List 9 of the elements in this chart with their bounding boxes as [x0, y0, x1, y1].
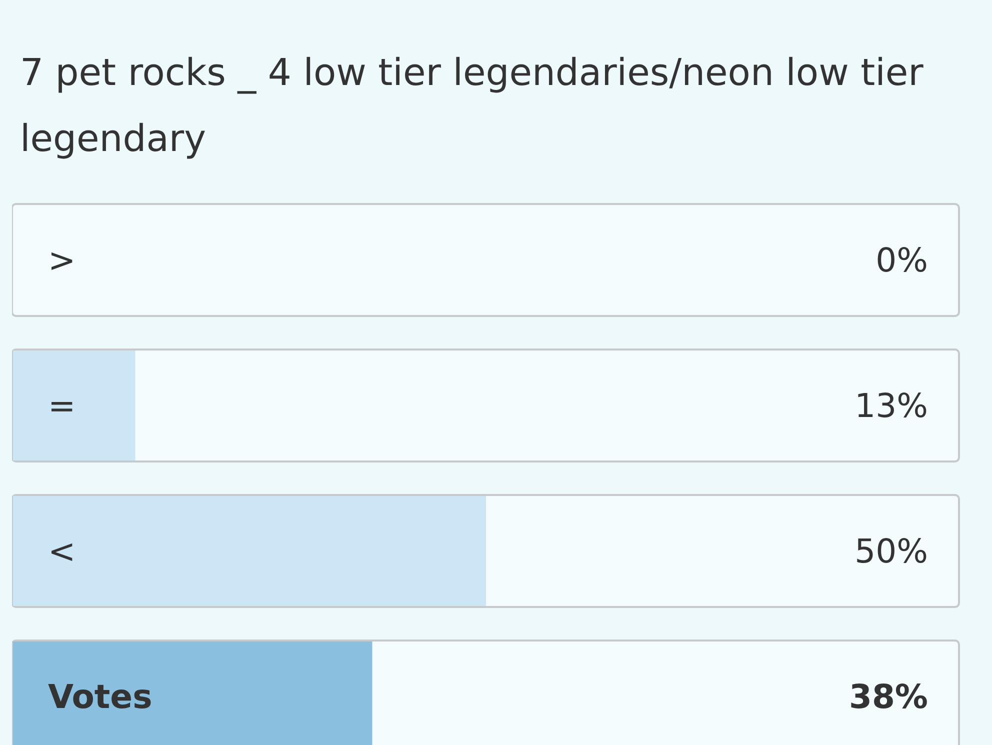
y-tick-label: <	[48, 532, 76, 570]
data-label: 13%	[854, 386, 928, 425]
y-tick-label: Votes	[48, 677, 152, 716]
chart-title: 7 pet rocks _ 4 low tier legendaries/neon low tier legendary	[19, 50, 924, 162]
y-tick-label: >	[48, 240, 76, 280]
data-label: 50%	[854, 532, 928, 570]
data-label: 0%	[876, 240, 928, 280]
y-tick-label: =	[48, 386, 76, 425]
data-label: 38%	[849, 677, 928, 716]
